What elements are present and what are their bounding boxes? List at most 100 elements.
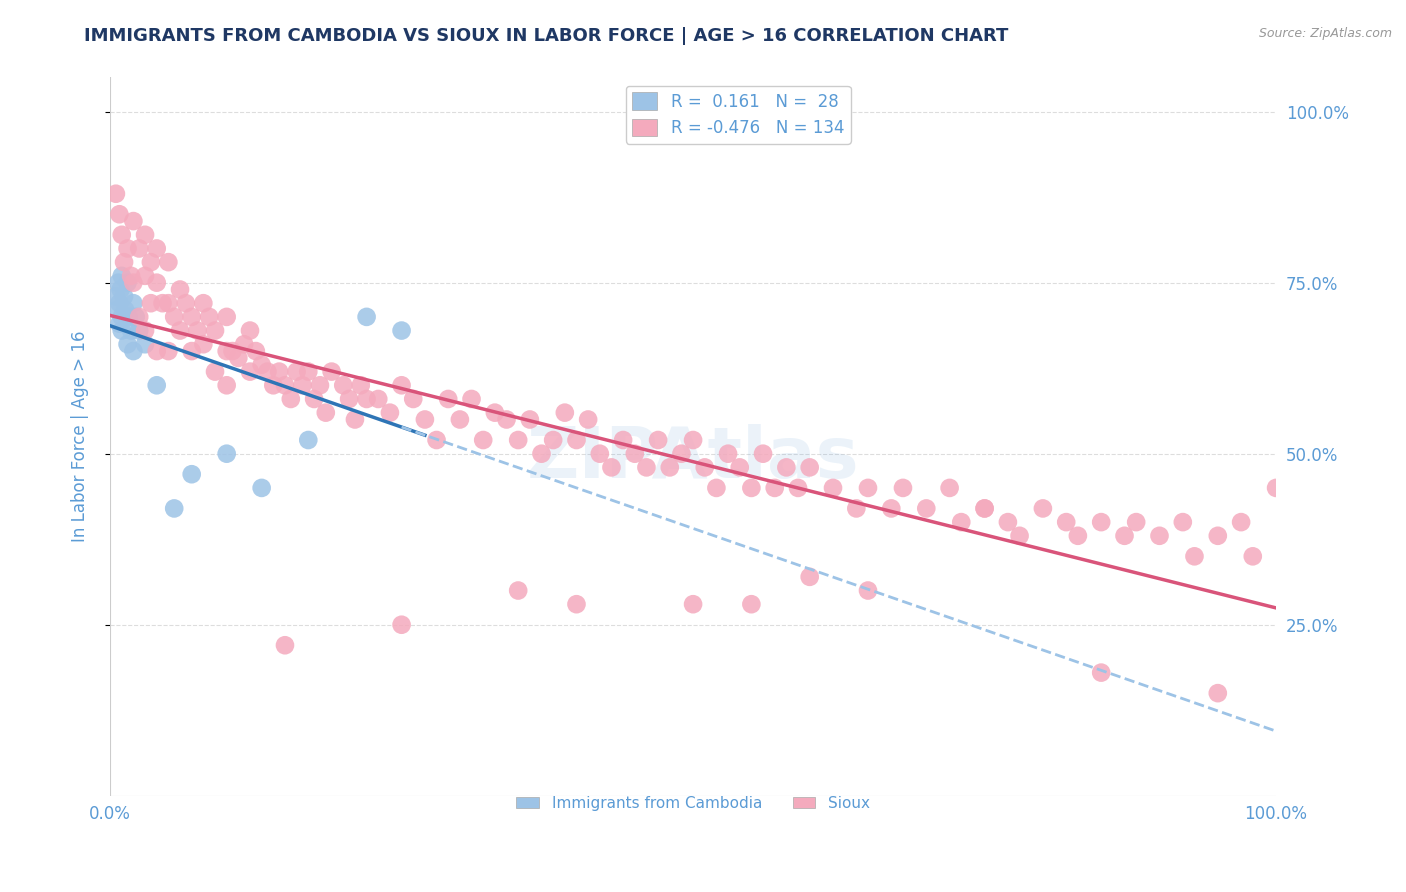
Point [682, 433, 704, 447]
Point [973, 501, 995, 516]
Point [460, 392, 482, 406]
Point [204, 365, 226, 379]
Point [105, 303, 128, 318]
Point [128, 242, 150, 256]
Point [449, 412, 471, 426]
Point [250, 481, 273, 495]
Point [541, 433, 564, 447]
Point [997, 515, 1019, 529]
Point [671, 447, 693, 461]
Point [612, 433, 634, 447]
Point [332, 378, 354, 392]
Point [112, 255, 135, 269]
Point [530, 447, 553, 461]
Point [145, 242, 167, 256]
Point [107, 276, 129, 290]
Point [112, 289, 135, 303]
Point [169, 324, 191, 338]
Point [787, 481, 810, 495]
Point [1032, 501, 1054, 516]
Point [391, 378, 413, 392]
Point [950, 515, 973, 529]
Point [1171, 515, 1194, 529]
Point [658, 460, 681, 475]
Y-axis label: In Labor Force | Age > 16: In Labor Force | Age > 16 [72, 331, 89, 542]
Point [215, 378, 238, 392]
Point [108, 296, 131, 310]
Point [128, 310, 150, 324]
Point [134, 227, 156, 242]
Point [647, 433, 669, 447]
Point [554, 406, 576, 420]
Point [845, 501, 868, 516]
Point [973, 501, 995, 516]
Point [856, 481, 879, 495]
Point [1184, 549, 1206, 564]
Point [122, 276, 145, 290]
Point [297, 433, 319, 447]
Point [157, 296, 180, 310]
Point [169, 283, 191, 297]
Point [636, 460, 658, 475]
Point [221, 344, 243, 359]
Point [117, 276, 139, 290]
Point [122, 344, 145, 359]
Point [122, 296, 145, 310]
Point [256, 365, 278, 379]
Point [111, 310, 134, 324]
Point [589, 447, 612, 461]
Point [269, 365, 291, 379]
Point [215, 447, 238, 461]
Point [391, 324, 413, 338]
Point [110, 283, 132, 297]
Point [108, 207, 131, 221]
Point [302, 392, 325, 406]
Point [1149, 529, 1171, 543]
Point [245, 344, 267, 359]
Point [134, 268, 156, 283]
Point [413, 412, 436, 426]
Point [108, 317, 131, 331]
Point [180, 310, 202, 324]
Point [565, 597, 588, 611]
Point [120, 268, 142, 283]
Point [134, 324, 156, 338]
Point [274, 378, 297, 392]
Point [180, 467, 202, 482]
Point [193, 296, 215, 310]
Point [233, 337, 256, 351]
Point [508, 433, 530, 447]
Point [139, 255, 162, 269]
Point [174, 296, 197, 310]
Point [262, 378, 284, 392]
Point [111, 227, 134, 242]
Point [145, 344, 167, 359]
Point [145, 378, 167, 392]
Point [198, 310, 221, 324]
Point [104, 289, 127, 303]
Point [321, 365, 343, 379]
Text: IMMIGRANTS FROM CAMBODIA VS SIOUX IN LABOR FORCE | AGE > 16 CORRELATION CHART: IMMIGRANTS FROM CAMBODIA VS SIOUX IN LAB… [84, 27, 1008, 45]
Point [280, 392, 302, 406]
Point [120, 324, 142, 338]
Point [1230, 515, 1253, 529]
Point [775, 460, 797, 475]
Point [250, 358, 273, 372]
Point [163, 310, 186, 324]
Legend: Immigrants from Cambodia, Sioux: Immigrants from Cambodia, Sioux [510, 789, 876, 817]
Point [367, 392, 389, 406]
Point [799, 460, 821, 475]
Point [740, 481, 762, 495]
Point [519, 412, 541, 426]
Point [291, 378, 314, 392]
Point [186, 324, 208, 338]
Point [472, 433, 495, 447]
Point [122, 214, 145, 228]
Point [239, 365, 262, 379]
Point [239, 324, 262, 338]
Point [402, 392, 425, 406]
Point [111, 324, 134, 338]
Point [204, 324, 226, 338]
Point [228, 351, 250, 365]
Point [157, 344, 180, 359]
